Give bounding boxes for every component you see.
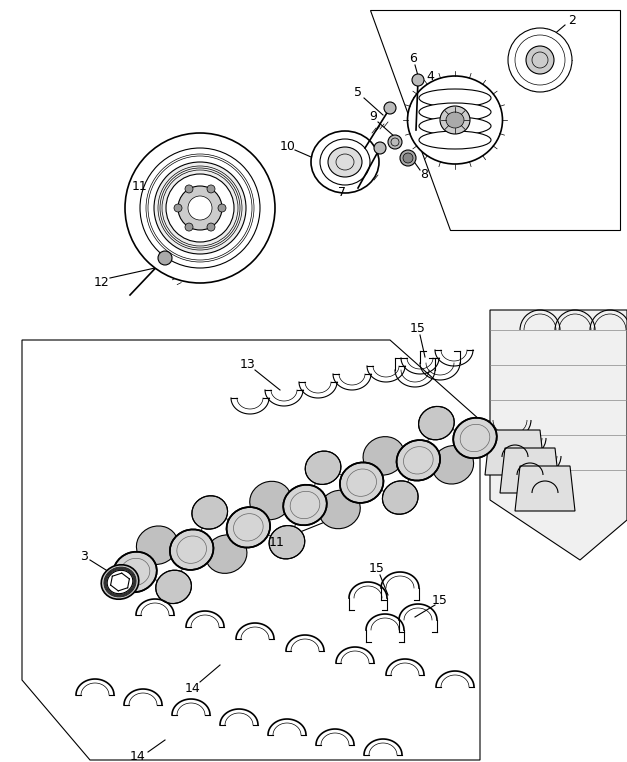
Ellipse shape [419, 131, 491, 149]
Ellipse shape [396, 440, 440, 481]
Ellipse shape [419, 406, 454, 440]
Circle shape [526, 46, 554, 74]
Ellipse shape [320, 139, 370, 185]
Ellipse shape [382, 481, 418, 514]
Text: 9: 9 [369, 110, 377, 123]
Circle shape [154, 162, 246, 254]
Polygon shape [485, 430, 545, 475]
Text: 7: 7 [338, 185, 346, 198]
Circle shape [185, 185, 193, 193]
Circle shape [125, 133, 275, 283]
Text: 14: 14 [130, 750, 146, 762]
Text: 2: 2 [568, 14, 576, 27]
Circle shape [166, 174, 234, 242]
Circle shape [207, 185, 215, 193]
Ellipse shape [419, 117, 491, 135]
Circle shape [218, 204, 226, 212]
Ellipse shape [446, 112, 464, 128]
Ellipse shape [440, 106, 470, 134]
Ellipse shape [340, 463, 384, 503]
Polygon shape [490, 310, 627, 560]
Text: 4: 4 [426, 69, 434, 82]
Text: 3: 3 [80, 549, 88, 562]
Ellipse shape [155, 570, 191, 604]
Ellipse shape [107, 570, 133, 594]
Ellipse shape [101, 565, 139, 599]
Text: 12: 12 [94, 276, 110, 289]
Circle shape [174, 204, 182, 212]
Circle shape [508, 28, 572, 92]
Circle shape [207, 223, 215, 231]
Text: 6: 6 [409, 53, 417, 66]
Ellipse shape [250, 482, 292, 520]
Text: 15: 15 [432, 594, 448, 607]
Polygon shape [500, 448, 560, 493]
Circle shape [185, 223, 193, 231]
Circle shape [403, 153, 413, 163]
Ellipse shape [170, 530, 213, 570]
Ellipse shape [283, 485, 327, 525]
Ellipse shape [305, 451, 341, 485]
Circle shape [515, 35, 565, 85]
Circle shape [388, 135, 402, 149]
Text: 15: 15 [410, 322, 426, 335]
Ellipse shape [419, 103, 491, 121]
Ellipse shape [363, 437, 404, 475]
Circle shape [178, 186, 222, 230]
Ellipse shape [269, 526, 305, 559]
Text: 8: 8 [420, 168, 428, 181]
Circle shape [400, 150, 416, 166]
Polygon shape [22, 340, 480, 760]
Circle shape [384, 102, 396, 114]
Ellipse shape [137, 526, 178, 565]
Text: 1: 1 [269, 536, 277, 549]
Ellipse shape [311, 131, 379, 193]
Circle shape [374, 142, 386, 154]
Polygon shape [515, 466, 575, 511]
Polygon shape [370, 10, 620, 230]
Ellipse shape [408, 76, 502, 164]
Text: 14: 14 [185, 681, 201, 694]
Text: 1: 1 [276, 536, 284, 549]
Text: 11: 11 [132, 180, 148, 193]
Ellipse shape [453, 418, 497, 458]
Ellipse shape [192, 496, 228, 529]
Text: 5: 5 [354, 87, 362, 100]
Ellipse shape [432, 446, 473, 484]
Circle shape [158, 251, 172, 265]
Text: 10: 10 [280, 140, 296, 153]
Ellipse shape [319, 490, 361, 529]
Circle shape [140, 148, 260, 268]
Ellipse shape [419, 89, 491, 107]
Text: 13: 13 [240, 358, 256, 372]
Ellipse shape [206, 535, 247, 573]
Ellipse shape [226, 507, 270, 548]
Text: 15: 15 [369, 562, 385, 575]
Ellipse shape [113, 552, 157, 592]
Circle shape [188, 196, 212, 220]
Circle shape [412, 74, 424, 86]
Ellipse shape [328, 147, 362, 177]
